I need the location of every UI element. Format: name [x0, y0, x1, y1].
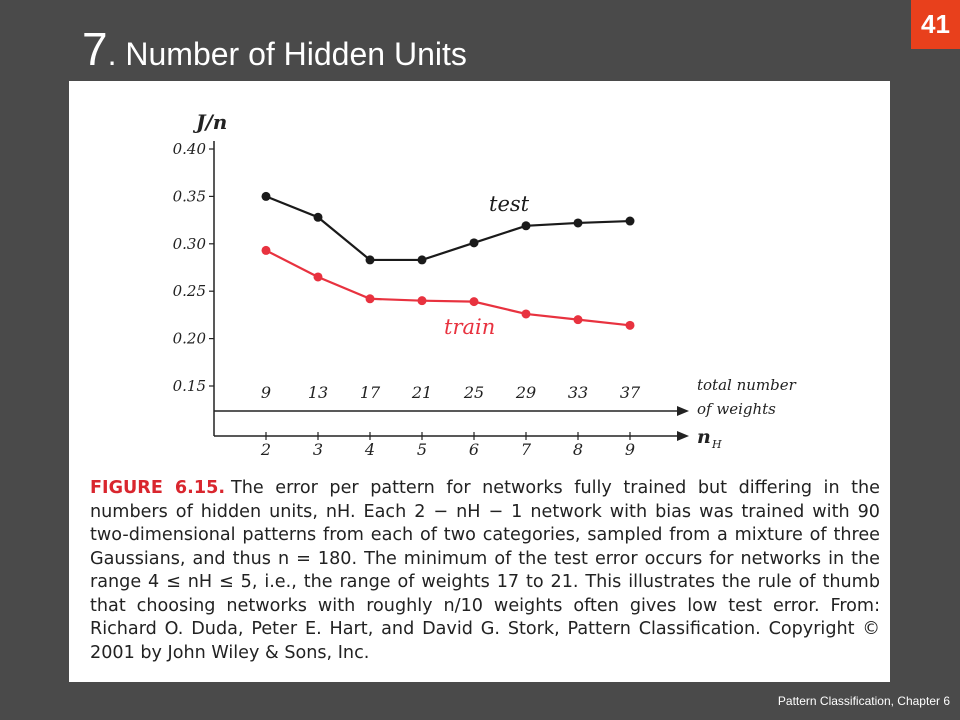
y-axis-label: J/n [192, 110, 227, 134]
caption-text: The error per pattern for networks fully… [90, 478, 881, 663]
series-line-train [265, 249, 631, 327]
figure-label: FIGURE 6.15. [90, 478, 226, 498]
y-tick-label: 0.30 [173, 235, 207, 253]
data-point-train [521, 309, 531, 319]
title-number: 7 [82, 23, 108, 75]
x-tick-label: 7 [521, 440, 532, 459]
weights-axis-label-line2: of weights [697, 400, 776, 418]
series-line-test [265, 195, 631, 262]
data-point-train [417, 296, 427, 306]
x-tick-label: 9 [625, 440, 635, 459]
data-point-train [469, 297, 479, 307]
x-tick-label: 5 [417, 440, 427, 459]
figure-caption: FIGURE 6.15. The error per pattern for ne… [90, 477, 880, 665]
data-point-test [625, 216, 635, 226]
y-tick-label: 0.35 [173, 187, 206, 205]
weight-tick-label: 37 [620, 383, 641, 402]
data-point-train [313, 272, 323, 282]
footer-text: Pattern Classification, Chapter 6 [777, 694, 950, 708]
data-point-train [261, 245, 271, 255]
weight-tick-label: 29 [515, 383, 536, 402]
series-label-train: train [444, 315, 495, 339]
slide-title: 7. Number of Hidden Units [82, 22, 467, 76]
data-point-test [313, 212, 323, 222]
weights-axis-arrow [677, 406, 689, 416]
x-axis-arrow [677, 431, 689, 441]
y-tick-label: 0.25 [173, 282, 206, 300]
data-point-train [365, 294, 375, 304]
page-number-badge: 41 [911, 0, 960, 49]
data-point-train [573, 315, 583, 325]
title-text: . Number of Hidden Units [107, 36, 467, 72]
data-point-test [573, 218, 583, 228]
data-point-train [625, 320, 635, 330]
x-axis-label-subscript: H [711, 438, 722, 451]
y-tick-label: 0.40 [173, 140, 207, 158]
x-tick-label: 6 [469, 440, 479, 459]
error-chart: J/n0.400.350.300.250.200.15 9 13 17 21 25 29 33… [173, 110, 797, 459]
data-point-test [521, 221, 531, 231]
data-point-test [469, 238, 479, 248]
data-point-test [417, 255, 427, 265]
x-axis-label: n [697, 426, 711, 448]
weights-axis-label-line1: total number [697, 376, 797, 394]
data-point-test [261, 191, 271, 201]
weight-tick-label: 33 [568, 383, 588, 402]
weight-tick-label: 9 [261, 383, 271, 402]
figure-panel: J/n 0.40 0.35 0.30 0.25 0.20 0.15 9 13 17 21 25 29 33… [69, 81, 890, 682]
weight-tick-label: 21 [411, 383, 432, 402]
weight-tick-label: 13 [308, 383, 328, 402]
y-tick-label: 0.20 [173, 330, 207, 348]
x-tick-label: 4 [364, 440, 375, 459]
data-point-test [365, 255, 375, 265]
x-tick-label: 8 [573, 440, 583, 459]
y-tick-label: 0.15 [173, 377, 206, 395]
weight-tick-label: 25 [463, 383, 484, 402]
x-tick-label: 2 [260, 440, 271, 459]
series-label-test: test [489, 192, 530, 216]
weight-tick-label: 17 [360, 383, 381, 402]
x-tick-label: 3 [313, 440, 323, 459]
